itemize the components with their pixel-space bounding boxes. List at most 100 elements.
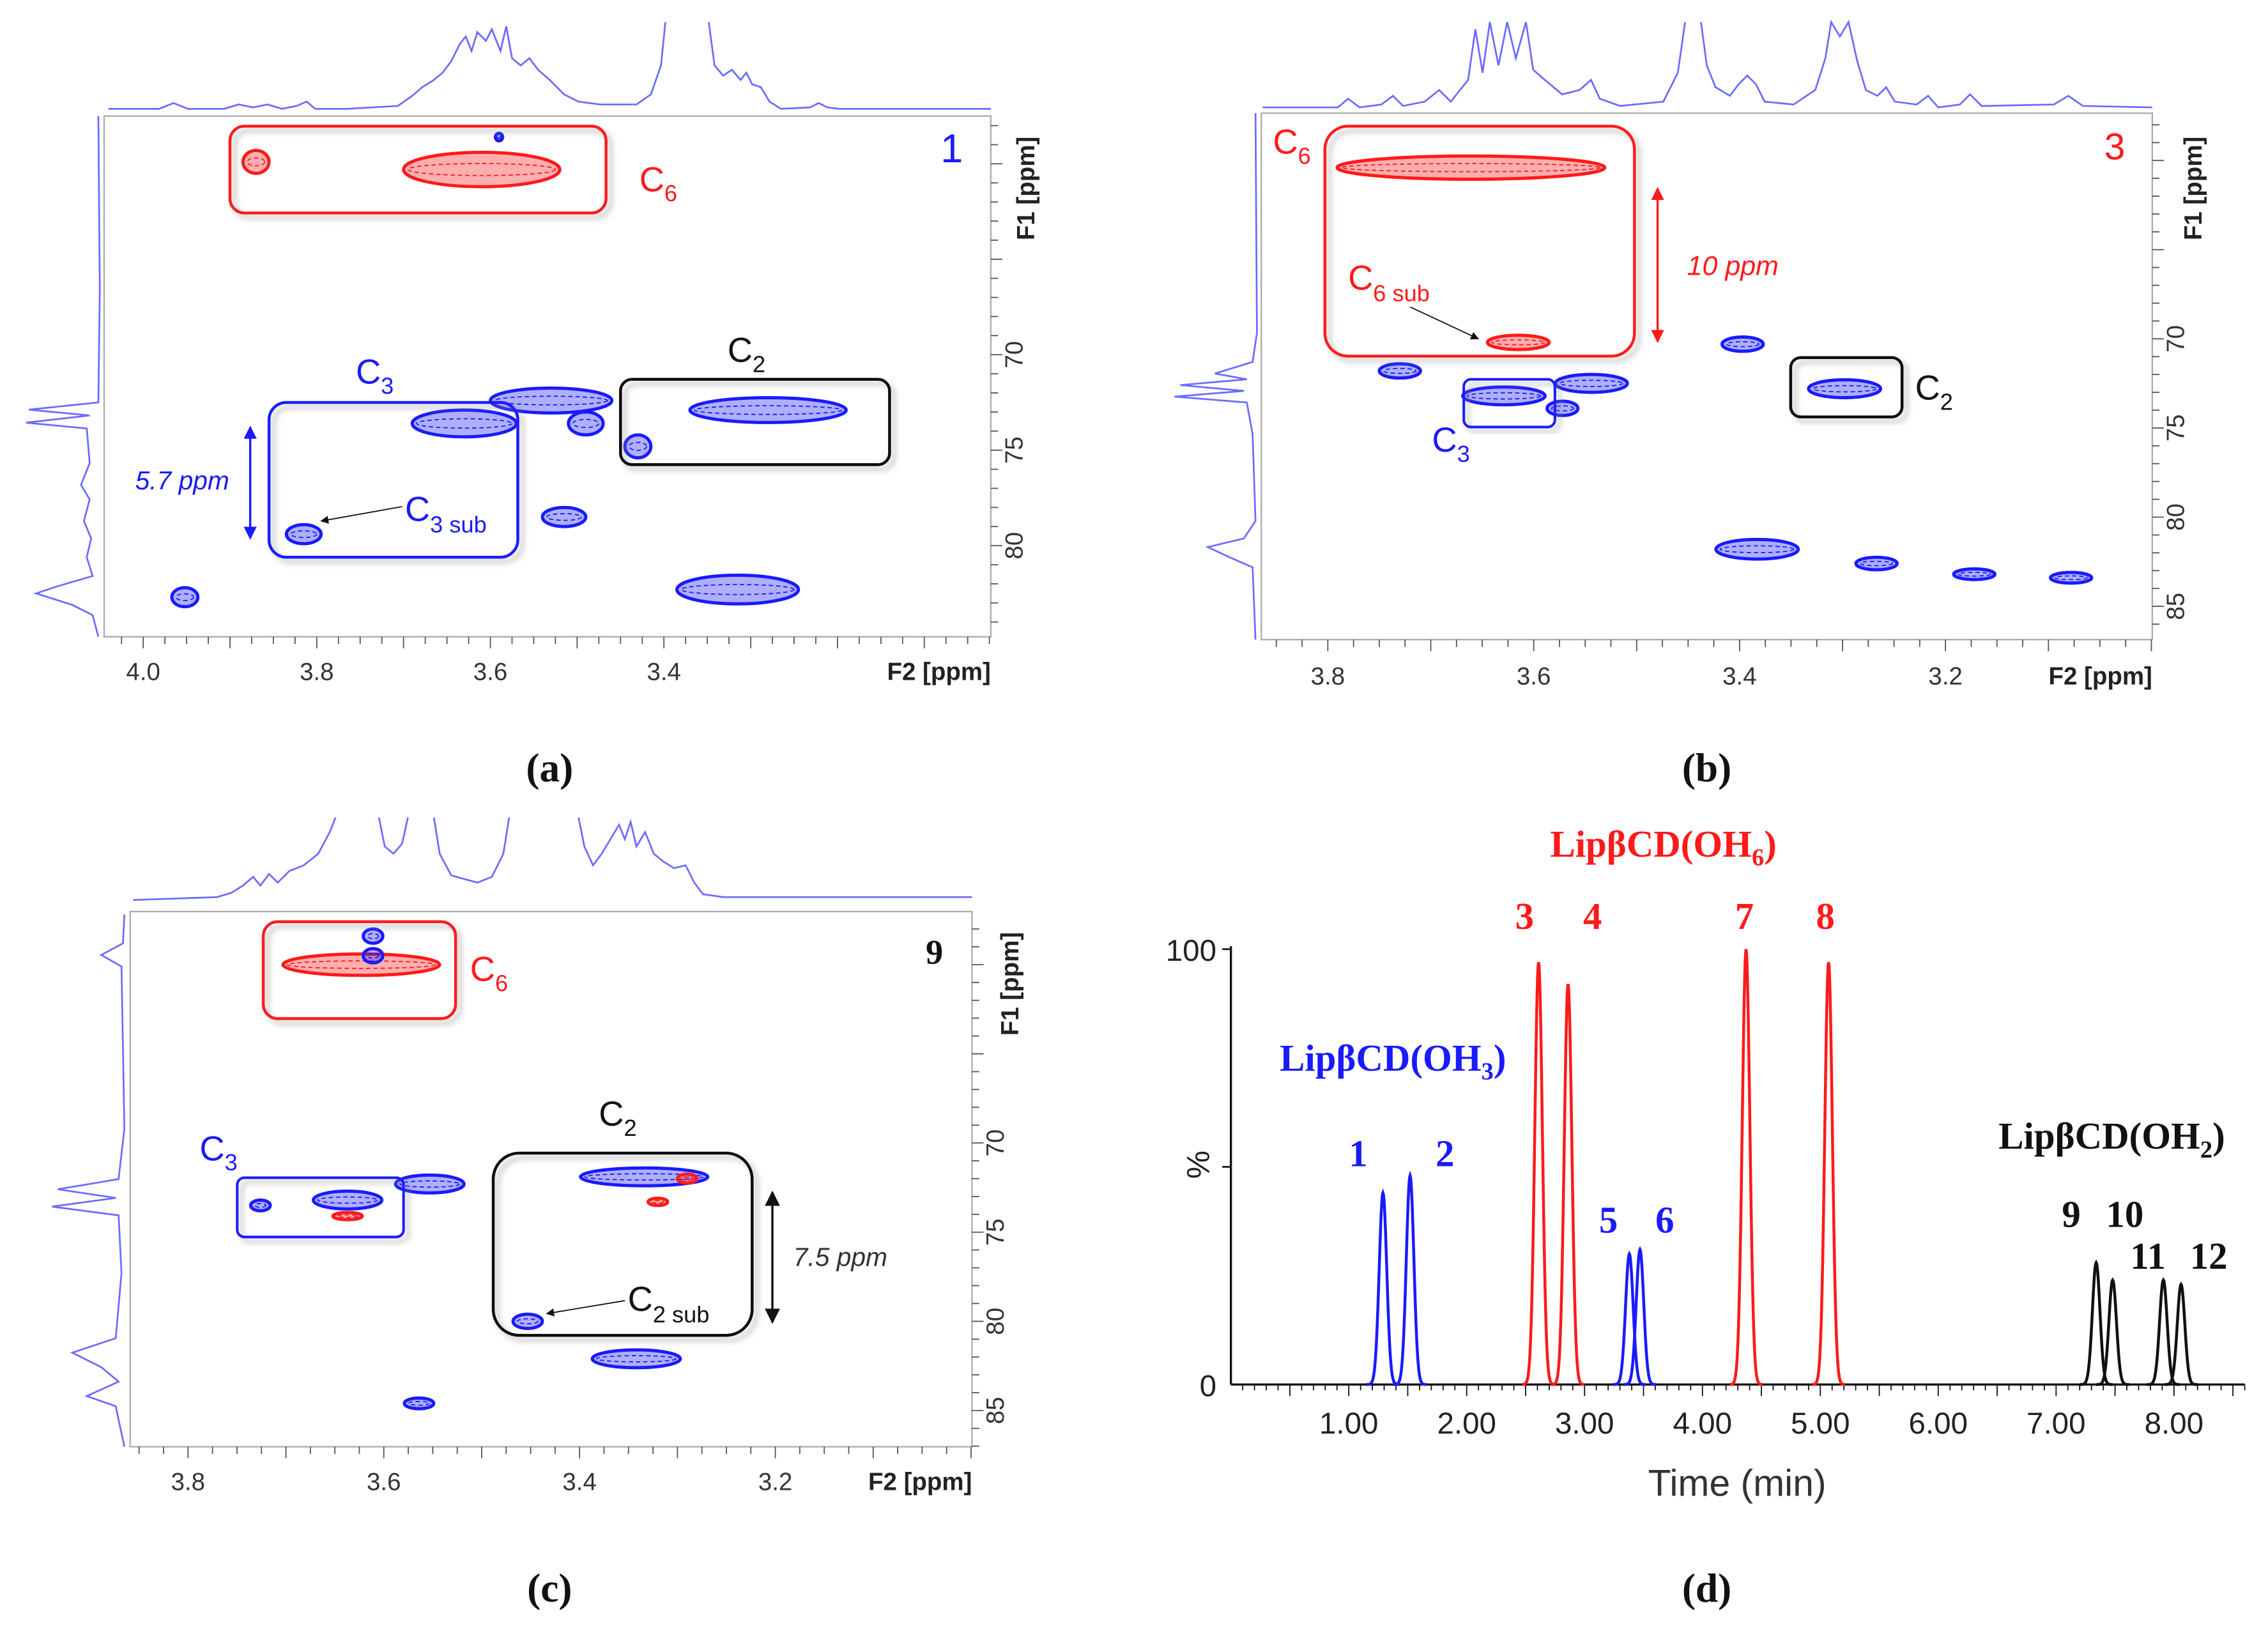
peak-label: 9	[2062, 1193, 2080, 1235]
cross-peak-contour	[336, 1214, 359, 1218]
compound-number: 3	[2104, 126, 2126, 168]
cross-peak-contour	[175, 593, 194, 601]
cross-peak	[1460, 385, 1547, 407]
x-axis-ticks: 3.8 3.6 3.4 3.2	[138, 1446, 972, 1496]
cross-peak	[249, 1198, 272, 1213]
cross-peak	[1485, 333, 1551, 351]
x-tick-label: 3.4	[1722, 662, 1756, 690]
cross-peak-contour	[317, 1196, 378, 1204]
x-tick-label: 3.4	[562, 1469, 596, 1496]
c2-label: C2	[1915, 368, 1953, 415]
cross-peak	[590, 1348, 682, 1370]
peak-trace-6	[1623, 1246, 1657, 1386]
cross-peak	[1377, 362, 1422, 380]
x-tick-label: 1.00	[1319, 1407, 1379, 1441]
panel-letter: (b)	[1682, 746, 1731, 790]
peak-label: 5	[1599, 1200, 1618, 1241]
c2-region-box	[619, 378, 891, 466]
cross-peak-contour	[286, 960, 436, 969]
group-label-part: LipβCD(OH	[1280, 1037, 1482, 1079]
peak-label: 3	[1515, 896, 1534, 937]
cross-peak	[675, 573, 801, 606]
cross-peak-contour	[693, 405, 843, 415]
x-axis-label: F2 [ppm]	[868, 1469, 972, 1496]
cross-peak-contour	[496, 135, 502, 139]
c2-label: C2	[599, 1094, 636, 1141]
c6-label: C6	[1273, 123, 1310, 169]
x-tick-label: 3.6	[1517, 662, 1551, 690]
cross-peak	[284, 523, 323, 546]
c6-label: C6	[640, 160, 677, 206]
peak-label: 7	[1735, 896, 1754, 937]
cross-peak	[567, 410, 605, 437]
x-tick-label: 3.2	[758, 1469, 792, 1496]
y-axis-ticks: 70 75 80	[990, 125, 1029, 623]
cross-peak	[1335, 154, 1607, 181]
group-label: LipβCD(OH6)	[1550, 823, 1776, 871]
cross-peak	[493, 132, 505, 143]
cross-peak	[579, 1166, 710, 1188]
peak-label: 1	[1349, 1133, 1367, 1174]
y-tick-label: 80	[982, 1308, 1009, 1335]
cross-peak-contour	[407, 163, 556, 176]
cross-peak	[623, 433, 653, 460]
cross-peak-contour	[516, 1318, 539, 1325]
y-tick-label: 80	[2163, 503, 2190, 531]
y-tick-label: 70	[2163, 325, 2190, 353]
y-tick-label: 85	[982, 1397, 1009, 1424]
cross-peak	[1720, 335, 1765, 353]
group-label: LipβCD(OH2)	[1998, 1115, 2225, 1163]
group-label-part: )	[1764, 823, 1777, 865]
contours	[249, 927, 710, 1411]
cross-peak-contour	[681, 1176, 694, 1181]
group-label: LipβCD(OH3)	[1280, 1037, 1506, 1085]
x-tick-label: 3.00	[1555, 1407, 1614, 1441]
cross-peak-contour	[399, 1180, 461, 1188]
peak-trace-12	[2165, 1282, 2198, 1386]
cross-peak-contour	[572, 418, 600, 429]
peak-trace-1	[1366, 1188, 1400, 1386]
cross-peak-contour	[1726, 341, 1760, 348]
panel-d: 1.00 2.00 3.00 4.00 5.00 6.00 7.00 8.00 0 100% Tim…	[1166, 823, 2246, 1611]
group-label-part: 2	[2200, 1137, 2212, 1163]
c3-region-box	[1462, 378, 1556, 429]
cross-peak-contour	[584, 1173, 704, 1181]
cross-peak-contour	[1466, 392, 1542, 400]
x-axis-ticks: 3.8 3.6 3.4 3.2	[1275, 639, 2152, 690]
left-1d-spectrum	[1174, 113, 1258, 640]
cross-peak	[331, 1211, 364, 1221]
x-tick-label: 3.8	[171, 1469, 205, 1496]
y-axis-label: %	[1181, 1151, 1216, 1179]
y-tick-label: 80	[1001, 532, 1029, 560]
group-label-part: LipβCD(OH	[1550, 823, 1752, 865]
group-label-part: LipβCD(OH	[1998, 1115, 2200, 1157]
x-tick-label: 3.6	[473, 659, 507, 686]
y-axis-ticks: 70 75 80 85	[2152, 124, 2190, 625]
y-axis-label: F1 [ppm]	[997, 932, 1024, 1036]
cross-peak	[2049, 570, 2094, 585]
cross-peak-contour	[367, 953, 379, 959]
x-tick-label: 3.2	[1928, 662, 1962, 690]
x-tick-label: 8.00	[2145, 1407, 2204, 1441]
y-tick-label: 75	[2163, 415, 2190, 442]
peak-trace-2	[1393, 1170, 1427, 1386]
peak-trace-10	[2096, 1277, 2129, 1386]
y-tick-label: 75	[1001, 436, 1029, 464]
c3-label: C3	[199, 1129, 237, 1175]
c6-sub-label: C6 sub	[1348, 258, 1430, 306]
y-tick-label: 0	[1200, 1369, 1216, 1403]
cross-peak-contour	[628, 441, 647, 451]
panel-letter: (d)	[1682, 1566, 1731, 1611]
plot-frame	[1260, 112, 2154, 641]
top-1d-spectrum	[108, 22, 991, 110]
y-tick-label: 85	[2163, 593, 2190, 620]
top-1d-spectrum	[1262, 19, 2152, 109]
cross-peak-contour	[595, 1355, 677, 1363]
chromatogram: 1.00 2.00 3.00 4.00 5.00 6.00 7.00 8.00 0 100% Tim…	[1166, 823, 2246, 1504]
x-tick-label: 2.00	[1437, 1407, 1496, 1441]
cross-peak	[540, 505, 588, 528]
contours	[1335, 154, 2094, 585]
c6-region-box	[228, 125, 608, 215]
delta-label: 10 ppm	[1687, 251, 1779, 282]
